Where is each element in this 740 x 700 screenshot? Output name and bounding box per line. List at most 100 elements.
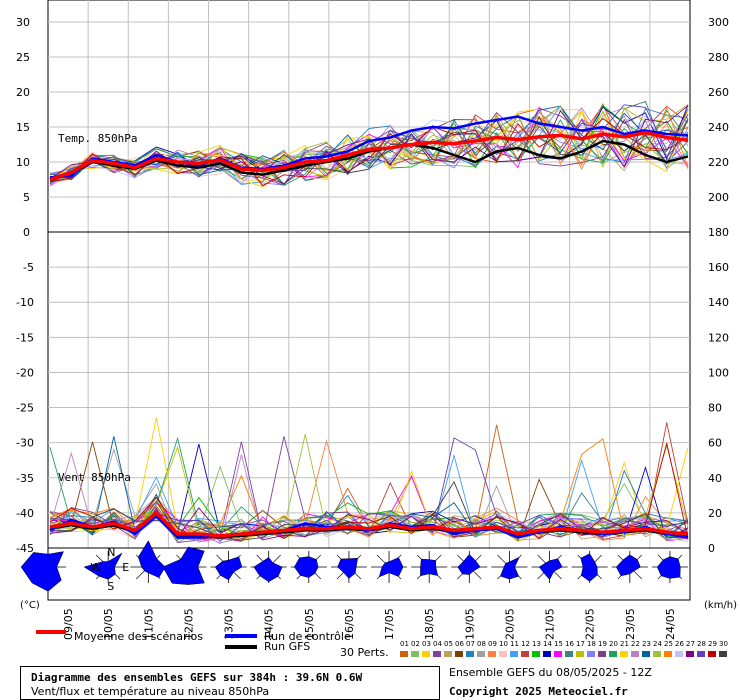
- legend-mean-label: Moyenne des scénarios: [74, 630, 203, 643]
- pert-number: 15: [554, 640, 563, 648]
- wind-panel-title: Vent 850hPa: [58, 471, 131, 484]
- temp-left-tick: 15: [16, 121, 30, 134]
- x-date-tick: 24/05: [664, 608, 677, 640]
- wind-mean-line: [49, 510, 689, 538]
- pert-swatch: [532, 651, 540, 657]
- wind-left-tick: -20: [16, 366, 34, 379]
- pert-number: 10: [499, 640, 508, 648]
- wind-right-tick: 120: [708, 331, 729, 344]
- info-box: Diagramme des ensembles GEFS sur 384h : …: [20, 666, 440, 700]
- wind-rose-icon: [162, 546, 205, 585]
- wind-rose-icon: [20, 551, 64, 592]
- pert-swatch: [697, 651, 705, 657]
- temp-member-line: [49, 104, 689, 182]
- wind-rose-icon: [420, 558, 439, 577]
- right-unit-label: (km/h): [704, 600, 738, 611]
- pert-number: 28: [697, 640, 706, 648]
- pert-swatch: [576, 651, 584, 657]
- pert-number: 20: [609, 640, 618, 648]
- x-date-tick: 21/05: [544, 608, 557, 640]
- run-label: Ensemble GEFS du 08/05/2025 - 12Z: [449, 666, 652, 679]
- wind-rose-icon: [615, 554, 641, 577]
- x-date-tick: 14/05: [263, 608, 276, 640]
- wind-member-line: [49, 422, 689, 540]
- pert-number: 17: [576, 640, 585, 648]
- left-unit-label: (°C): [20, 600, 40, 611]
- pert-swatch: [598, 651, 606, 657]
- wind-left-tick: -30: [16, 437, 34, 450]
- pert-number: 12: [521, 640, 530, 648]
- wind-right-tick: 80: [708, 402, 722, 415]
- pert-swatch: [444, 651, 452, 657]
- temp-right-tick: 300: [708, 16, 729, 29]
- info-subtitle: Vent/flux et température au niveau 850hP…: [31, 685, 270, 698]
- wind-rose-icon: [253, 557, 283, 582]
- wind-rose-icon: [457, 554, 481, 575]
- wind-rose-icon: [138, 540, 166, 578]
- wind-rose-icon: [378, 557, 404, 578]
- pert-swatch: [521, 651, 529, 657]
- pert-swatch: [642, 651, 650, 657]
- x-date-tick: 15/05: [303, 608, 316, 640]
- pert-number: 24: [653, 640, 662, 648]
- pert-swatch: [587, 651, 595, 657]
- pert-number: 07: [466, 640, 475, 648]
- x-date-tick: 13/05: [223, 608, 236, 640]
- pert-swatch: [708, 651, 716, 657]
- pert-swatch: [477, 651, 485, 657]
- pert-number: 11: [510, 640, 519, 648]
- pert-number: 14: [543, 640, 552, 648]
- temp-left-tick: 20: [16, 86, 30, 99]
- pert-swatch: [565, 651, 573, 657]
- pert-swatch: [499, 651, 507, 657]
- pert-swatch: [455, 651, 463, 657]
- pert-swatch: [609, 651, 617, 657]
- compass-n: N: [107, 546, 115, 559]
- wind-left-tick: -25: [16, 402, 34, 415]
- pert-swatch: [620, 651, 628, 657]
- temp-right-tick: 260: [708, 86, 729, 99]
- pert-number: 22: [631, 640, 640, 648]
- x-date-tick: 11/05: [142, 608, 155, 640]
- pert-swatch: [543, 651, 551, 657]
- x-date-tick: 17/05: [383, 608, 396, 640]
- wind-rose-icon: [214, 556, 243, 581]
- pert-number: 01: [400, 640, 409, 648]
- pert-swatch: [510, 651, 518, 657]
- wind-right-tick: 180: [708, 226, 729, 239]
- x-date-tick: 12/05: [182, 608, 195, 640]
- legend-perts-label: 30 Perts.: [340, 646, 389, 659]
- pert-number: 25: [664, 640, 673, 648]
- temp-right-tick: 280: [708, 51, 729, 64]
- legend-gfs-swatch: [225, 645, 257, 649]
- pert-number: 19: [598, 640, 607, 648]
- wind-rose-icon: [538, 558, 563, 581]
- x-date-tick: 22/05: [584, 608, 597, 640]
- wind-right-tick: 60: [708, 437, 722, 450]
- wind-left-tick: -5: [23, 261, 34, 274]
- pert-swatch: [488, 651, 496, 657]
- pert-number: 29: [708, 640, 717, 648]
- pert-swatch: [719, 651, 727, 657]
- temp-right-tick: 200: [708, 191, 729, 204]
- wind-rose-icon: [500, 556, 520, 580]
- wind-right-tick: 140: [708, 296, 729, 309]
- legend-control-swatch: [225, 634, 257, 638]
- wind-right-tick: 40: [708, 472, 722, 485]
- pert-swatch: [466, 651, 474, 657]
- x-date-tick: 23/05: [624, 608, 637, 640]
- x-date-tick: 19/05: [463, 608, 476, 640]
- pert-number: 13: [532, 640, 541, 648]
- pert-number: 23: [642, 640, 651, 648]
- x-date-tick: 18/05: [423, 608, 436, 640]
- temp-right-tick: 240: [708, 121, 729, 134]
- temp-member-line: [49, 105, 689, 179]
- pert-number: 05: [444, 640, 453, 648]
- pert-swatch: [631, 651, 639, 657]
- pert-swatch: [422, 651, 430, 657]
- pert-number: 30: [719, 640, 728, 648]
- wind-rose-icon: [657, 556, 681, 579]
- pert-number: 18: [587, 640, 596, 648]
- temp-gfs-line: [49, 139, 689, 181]
